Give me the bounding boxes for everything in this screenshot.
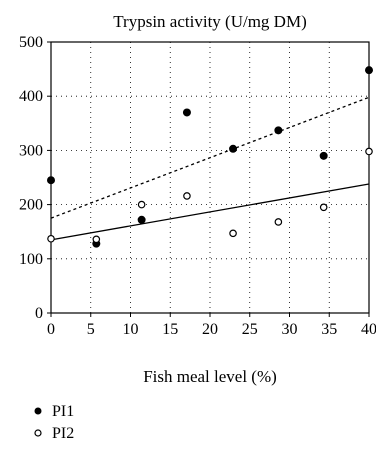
point-pi1	[137, 215, 146, 224]
legend-marker-pi1	[34, 407, 42, 415]
y-tick-label: 100	[19, 251, 43, 268]
y-tick-label: 0	[35, 305, 43, 322]
legend-label-pi2: PI2	[52, 425, 74, 442]
x-tick-label: 5	[87, 321, 95, 338]
y-tick-label: 200	[19, 197, 43, 214]
x-tick-label: 0	[47, 321, 55, 338]
x-tick-label: 15	[162, 321, 178, 338]
point-pi1	[274, 126, 283, 135]
y-tick-label: 400	[19, 88, 43, 105]
x-tick-label: 20	[202, 321, 218, 338]
x-tick-label: 25	[242, 321, 258, 338]
x-axis-label: Fish meal level (%)	[143, 367, 277, 386]
point-pi2	[47, 234, 55, 243]
point-pi2	[183, 192, 191, 200]
chart-title: Trypsin activity (U/mg DM)	[113, 12, 306, 31]
grid	[51, 42, 369, 313]
point-pi2	[274, 218, 283, 226]
point-pi2	[92, 235, 101, 244]
point-pi2	[319, 203, 328, 212]
point-pi2	[365, 147, 373, 156]
point-pi1	[319, 151, 328, 160]
point-pi2	[229, 229, 237, 238]
point-pi1	[365, 66, 373, 75]
x-tick-label: 30	[282, 321, 298, 338]
y-tick-label: 300	[19, 142, 43, 159]
legend-label-pi1: PI1	[52, 403, 74, 420]
x-tick-label: 35	[321, 321, 337, 338]
x-tick-label: 10	[123, 321, 139, 338]
point-pi1	[229, 144, 238, 153]
y-tick-label: 500	[19, 34, 43, 51]
point-pi1	[182, 108, 191, 117]
point-pi1	[47, 176, 55, 185]
x-tick-label: 40	[361, 321, 376, 338]
trendline-pi1	[50, 96, 370, 219]
point-pi2	[137, 200, 146, 209]
legend-marker-pi2	[34, 429, 42, 437]
trendline-pi2	[50, 183, 370, 241]
